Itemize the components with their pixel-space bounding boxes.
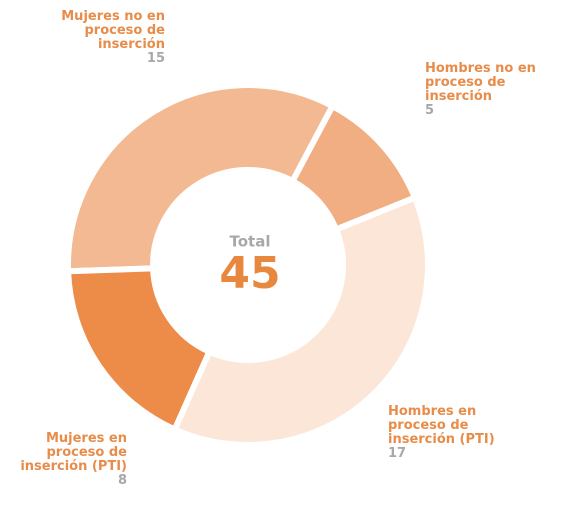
segment-name: Hombres no en proceso de inserción bbox=[425, 61, 536, 104]
segment-value: 15 bbox=[146, 51, 165, 66]
donut-segment bbox=[288, 102, 419, 234]
segment-name: Mujeres no en proceso de inserción bbox=[61, 9, 165, 52]
center-label: Total bbox=[230, 233, 271, 251]
donut-segment bbox=[170, 193, 431, 448]
donut-segment bbox=[65, 82, 337, 275]
segment-label: Mujeres en proceso de inserción (PTI) 8 bbox=[2, 432, 127, 488]
segment-label: Hombres en proceso de inserción (PTI) 17 bbox=[388, 405, 513, 461]
segment-name: Mujeres en proceso de inserción (PTI) bbox=[20, 431, 127, 474]
segment-value: 5 bbox=[425, 103, 435, 118]
segment-label: Hombres no en proceso de inserción 5 bbox=[425, 62, 555, 118]
segment-value: 8 bbox=[117, 473, 127, 488]
segment-value: 17 bbox=[388, 446, 407, 461]
donut-segment bbox=[65, 265, 214, 434]
segment-label: Mujeres no en proceso de inserción 15 bbox=[40, 10, 165, 66]
segment-name: Hombres en proceso de inserción (PTI) bbox=[388, 404, 495, 447]
total: 45 bbox=[219, 248, 280, 299]
